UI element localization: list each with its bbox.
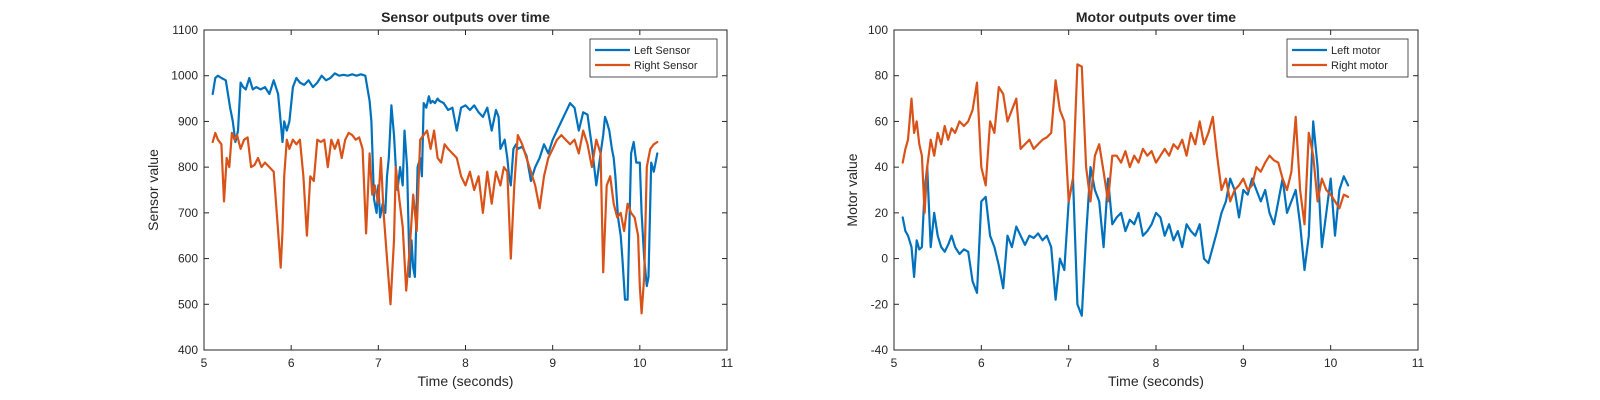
motor-chart-ticks: 5 6 7 8 9 10 11 -40 -20 0 20 40 60 80 100: [868, 23, 1425, 370]
sensor-chart-series-right-sensor: [211, 129, 659, 315]
motor-chart-y-tick-label: 60: [875, 114, 889, 128]
motor-chart-y-tick-label: 80: [875, 69, 889, 83]
sensor-chart-y-tick-label: 1000: [171, 69, 198, 83]
sensor-chart-legend-label: Right Sensor: [634, 60, 698, 72]
motor-chart-y-tick-label: 40: [875, 160, 889, 174]
motor-chart-x-tick-label: 9: [1240, 356, 1247, 370]
sensor-chart-x-tick-label: 10: [633, 356, 647, 370]
motor-chart-title: Motor outputs over time: [1076, 9, 1236, 25]
motor-chart-x-axis-label: Time (seconds): [1108, 373, 1204, 389]
motor-chart-series-right-motor: [901, 63, 1350, 226]
sensor-chart-series-lines: [211, 72, 659, 315]
sensor-chart-y-tick-label: 1100: [172, 23, 198, 37]
sensor-chart-y-tick-label: 500: [178, 297, 198, 311]
motor-chart-y-tick-label: -20: [871, 297, 889, 311]
motor-chart-x-tick-label: 8: [1153, 356, 1160, 370]
sensor-chart: 5 6 7 8 9 10 11 400 500 600 700 800 900 1000 1100 Sens…: [145, 9, 734, 389]
sensor-chart-title: Sensor outputs over time: [381, 9, 550, 25]
sensor-chart-y-tick-label: 600: [178, 252, 198, 266]
motor-chart-y-tick-label: -40: [871, 343, 889, 357]
motor-chart-y-tick-label: 20: [875, 206, 889, 220]
sensor-chart-y-tick-label: 400: [178, 343, 198, 357]
motor-chart-legend-box: [1286, 38, 1409, 78]
sensor-chart-x-tick-label: 11: [721, 356, 734, 370]
motor-chart-x-tick-label: 10: [1324, 356, 1338, 370]
sensor-chart-legend-label: Left Sensor: [634, 45, 691, 57]
sensor-chart-x-tick-label: 5: [201, 356, 208, 370]
motor-chart-series-lines: [901, 63, 1350, 317]
sensor-chart-x-axis-label: Time (seconds): [418, 373, 514, 389]
motor-chart: 5 6 7 8 9 10 11 -40 -20 0 20 40 60 80 100 Motor output…: [844, 9, 1425, 389]
sensor-chart-axes-box: [203, 29, 728, 351]
sensor-chart-y-tick-label: 700: [178, 206, 198, 220]
sensor-chart-y-tick-label: 900: [178, 114, 198, 128]
sensor-chart-legend-box: [589, 38, 718, 78]
motor-chart-x-tick-label: 5: [891, 356, 898, 370]
sensor-chart-x-tick-label: 8: [462, 356, 469, 370]
motor-chart-x-tick-label: 11: [1412, 356, 1425, 370]
sensor-chart-x-tick-label: 9: [549, 356, 556, 370]
sensor-chart-y-tick-label: 800: [178, 160, 198, 174]
sensor-chart-x-tick-label: 7: [375, 356, 382, 370]
motor-chart-legend: Left motor Right motor: [1286, 38, 1409, 78]
motor-chart-legend-label: Right motor: [1331, 60, 1388, 72]
motor-chart-x-tick-label: 7: [1065, 356, 1072, 370]
motor-chart-y-tick-label: 0: [881, 252, 888, 266]
motor-chart-y-axis-label: Motor value: [844, 153, 860, 226]
sensor-chart-ticks: 5 6 7 8 9 10 11 400 500 600 700 800 900 1000 1100: [171, 23, 733, 370]
motor-chart-x-tick-label: 6: [978, 356, 985, 370]
motor-chart-series-left-motor: [901, 120, 1350, 317]
sensor-chart-legend: Left Sensor Right Sensor: [589, 38, 718, 78]
sensor-chart-y-axis-label: Sensor value: [145, 149, 161, 231]
motor-chart-y-tick-label: 100: [868, 23, 888, 37]
sensor-chart-series-left-sensor: [211, 72, 659, 301]
sensor-chart-x-tick-label: 6: [288, 356, 295, 370]
motor-chart-legend-label: Left motor: [1331, 45, 1381, 57]
